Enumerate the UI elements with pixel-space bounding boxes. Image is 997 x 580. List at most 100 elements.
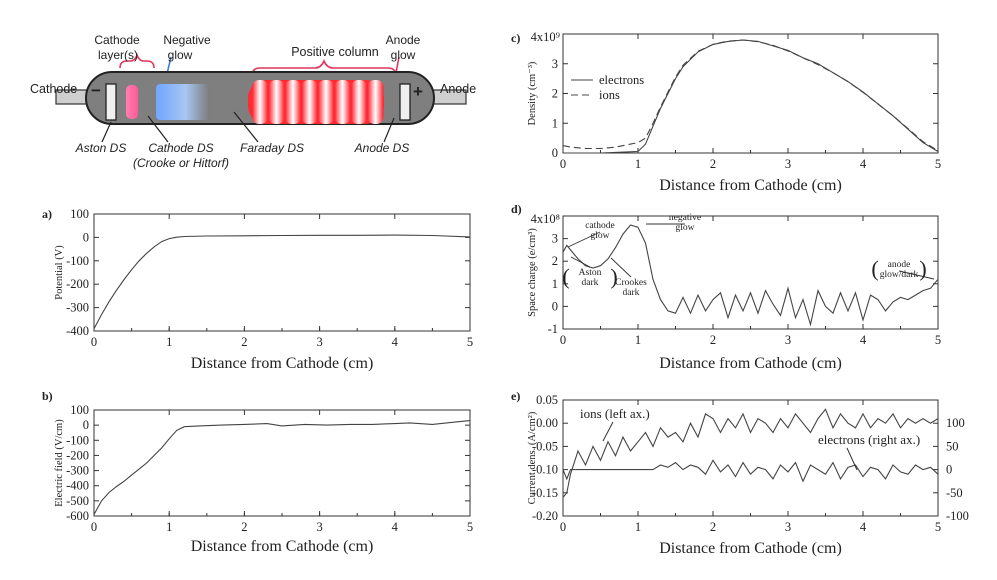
positive-column-label: Positive column bbox=[291, 45, 379, 59]
y-tick-label: 100 bbox=[70, 207, 89, 221]
x-tick-label: 5 bbox=[467, 335, 473, 349]
x-tick-label: 5 bbox=[467, 520, 473, 534]
negative-glow-region bbox=[156, 84, 210, 120]
x-axis-label: Distance from Cathode (cm) bbox=[659, 355, 842, 372]
annotation-label: cathode bbox=[585, 221, 615, 231]
y-tick-label: -200 bbox=[66, 448, 89, 462]
negative-glow-label-line2: glow bbox=[168, 48, 193, 62]
striation-band bbox=[252, 80, 268, 124]
anode-ds-pointer bbox=[383, 117, 395, 143]
annotation-arrow bbox=[570, 256, 591, 268]
y-axis-label: Current dens. (A/cm²) bbox=[527, 411, 538, 504]
annotation-arrow bbox=[602, 421, 614, 442]
panel-label: e) bbox=[511, 389, 520, 403]
x-tick-label: 3 bbox=[316, 520, 322, 534]
annotation-arrow bbox=[846, 447, 858, 471]
x-axis-label: Distance from Cathode (cm) bbox=[191, 538, 374, 555]
x-tick-label: 4 bbox=[392, 335, 399, 349]
annotation-label: Crookes bbox=[615, 278, 647, 288]
y2-tick-label: 0 bbox=[946, 463, 952, 477]
x-tick-label: 4 bbox=[392, 520, 399, 534]
plot-frame bbox=[93, 213, 471, 332]
x-tick-label: 2 bbox=[241, 520, 247, 534]
y-tick-label: 2 bbox=[552, 254, 558, 268]
y-tick-label: -500 bbox=[66, 494, 89, 508]
series-line-ions bbox=[562, 39, 939, 152]
series-line-electrons bbox=[563, 39, 939, 154]
y-axis-label: Potential (V) bbox=[54, 245, 65, 300]
x-tick-label: 0 bbox=[91, 335, 97, 349]
y-tick-label: 1 bbox=[552, 116, 558, 130]
y-axis-label: Electric field (V/cm) bbox=[54, 419, 65, 507]
aston-ds-label: Aston DS bbox=[75, 141, 127, 155]
x-tick-label: 4 bbox=[860, 333, 867, 347]
x-tick-label: 4 bbox=[860, 157, 867, 171]
y-tick-label: -0.20 bbox=[532, 509, 558, 523]
cathode-label: Cathode bbox=[30, 82, 77, 96]
anode-glow-label-line2: glow bbox=[391, 48, 416, 62]
y-tick-label: -100 bbox=[66, 254, 89, 268]
y2-tick-label: 100 bbox=[946, 416, 965, 430]
cathode-ds-pointer bbox=[147, 115, 169, 143]
positive-column-striations bbox=[252, 80, 384, 124]
x-tick-label: 5 bbox=[935, 520, 941, 534]
cathode-layers-brace bbox=[119, 52, 155, 69]
series-line-a bbox=[93, 234, 471, 329]
x-tick-label: 2 bbox=[710, 520, 716, 534]
x-tick-label: 0 bbox=[560, 520, 566, 534]
annotation-arrow bbox=[898, 270, 935, 280]
cathode-layers-label-line2: layer(s) bbox=[98, 48, 138, 62]
anode-label: Anode bbox=[440, 82, 476, 96]
striation-band bbox=[334, 80, 351, 124]
annotation-arrow bbox=[567, 231, 601, 248]
cathode-layers-label-line1: Cathode bbox=[94, 33, 140, 47]
anode-plate bbox=[399, 83, 411, 121]
x-tick-label: 5 bbox=[935, 157, 941, 171]
minus-sign-label: − bbox=[91, 81, 101, 100]
x-axis-label: Distance from Cathode (cm) bbox=[659, 177, 842, 194]
crooke-hittorf-label: (Crooke or Hittorf) bbox=[133, 156, 229, 170]
striation-band bbox=[367, 80, 384, 124]
y-tick-label: 0 bbox=[552, 299, 558, 313]
x-tick-label: 3 bbox=[785, 333, 791, 347]
y2-tick-label: 50 bbox=[946, 439, 959, 453]
annotation-paren: ) bbox=[610, 264, 617, 289]
y-tick-label: -300 bbox=[66, 464, 89, 478]
x-axis-label: Distance from Cathode (cm) bbox=[659, 540, 842, 557]
y-axis-label: Space charge (e/cm³) bbox=[527, 228, 538, 317]
legend-label: ions bbox=[599, 88, 620, 102]
y-tick-label: -400 bbox=[66, 324, 89, 338]
cathode-ds-label: Cathode DS bbox=[148, 141, 213, 155]
aston-pointer bbox=[101, 121, 112, 143]
y-tick-label: 3 bbox=[552, 232, 558, 246]
anode-ds-label: Anode DS bbox=[354, 141, 410, 155]
x-tick-label: 0 bbox=[560, 157, 566, 171]
panel-label: c) bbox=[511, 31, 520, 45]
striation-band bbox=[351, 80, 367, 124]
series-line-electrons bbox=[562, 459, 939, 483]
annotation-paren: ) bbox=[919, 256, 926, 281]
y-tick-label: 0 bbox=[83, 418, 89, 432]
legend-label: electrons bbox=[599, 73, 644, 87]
y-axis-label: Density (cm⁻³) bbox=[527, 61, 538, 125]
y-tick-label: 0 bbox=[83, 230, 89, 244]
cathode-layer-glow bbox=[126, 85, 138, 119]
x-tick-label: 1 bbox=[166, 520, 172, 534]
y-tick-label: 100 bbox=[70, 403, 89, 417]
cathode-plate bbox=[105, 83, 117, 121]
y-tick-label: 1 bbox=[552, 277, 558, 291]
x-tick-label: 1 bbox=[166, 335, 172, 349]
striation-band bbox=[268, 80, 285, 124]
annotation-label: glow bbox=[676, 223, 695, 233]
plus-sign-label: + bbox=[413, 82, 423, 101]
negative-glow-label-line1: Negative bbox=[163, 33, 211, 47]
x-tick-label: 5 bbox=[935, 333, 941, 347]
faraday-pointer bbox=[233, 111, 259, 143]
chart-c: c) 0 1 2 3 4 5 0 1 2 3 4x10⁹ Distance from Cathode (… bbox=[511, 30, 941, 194]
x-tick-label: 0 bbox=[560, 333, 566, 347]
annotation-label: dark bbox=[582, 278, 599, 288]
y2-tick-label: -100 bbox=[946, 509, 969, 523]
annotation-label: Aston bbox=[579, 268, 602, 278]
y-tick-label: -400 bbox=[66, 479, 89, 493]
